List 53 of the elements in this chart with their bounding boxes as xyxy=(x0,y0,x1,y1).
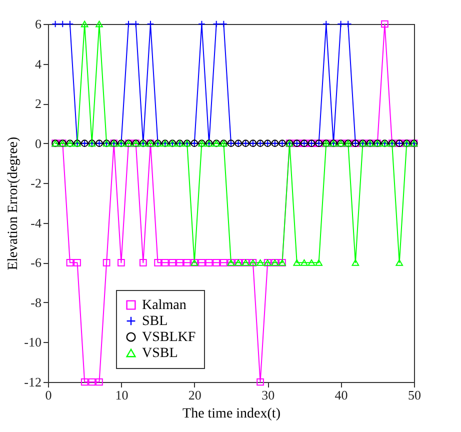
y-tick-label: -2 xyxy=(30,176,42,191)
y-tick-label: -12 xyxy=(24,374,42,390)
point xyxy=(96,378,103,386)
point xyxy=(80,378,88,386)
y-tick-label: -4 xyxy=(30,215,42,230)
point xyxy=(154,259,162,266)
y-tick-label: 4 xyxy=(35,56,42,72)
point xyxy=(322,20,330,28)
point xyxy=(198,20,206,28)
x-tick-label: 50 xyxy=(408,388,421,402)
point xyxy=(220,259,228,266)
point xyxy=(96,20,103,28)
x-axis-title: The time index(t) xyxy=(182,406,281,422)
point xyxy=(88,378,96,386)
point xyxy=(176,259,184,266)
x-tick-label: 30 xyxy=(262,388,275,402)
point xyxy=(198,259,206,266)
point xyxy=(256,378,264,386)
point xyxy=(212,259,220,266)
point xyxy=(183,259,191,266)
point xyxy=(396,259,404,266)
point xyxy=(300,259,308,266)
point xyxy=(315,259,322,266)
y-tick-label: 0 xyxy=(35,136,42,151)
point xyxy=(168,259,176,266)
y-tick-label: -10 xyxy=(24,334,42,350)
point xyxy=(102,259,110,266)
legend-label: VSBLKF xyxy=(142,330,196,345)
x-tick-label: 20 xyxy=(188,388,202,402)
point xyxy=(293,259,301,266)
x-tick-label: 40 xyxy=(334,388,348,402)
x-tick-label: 10 xyxy=(115,388,128,402)
y-axis-title: Elevation Error(degree) xyxy=(6,136,22,270)
point xyxy=(80,20,88,28)
legend-label: SBL xyxy=(142,314,168,329)
point xyxy=(205,259,213,266)
point xyxy=(381,20,388,28)
point xyxy=(256,259,264,266)
y-tick-label: -6 xyxy=(30,255,42,270)
point xyxy=(118,259,125,266)
point xyxy=(308,259,316,266)
y-tick-label: -8 xyxy=(30,294,42,310)
point xyxy=(146,20,154,28)
point xyxy=(74,259,81,266)
y-tick-label: 2 xyxy=(35,96,42,112)
point xyxy=(66,259,74,266)
point xyxy=(140,259,147,266)
point xyxy=(161,259,169,266)
legend-label: Kalman xyxy=(142,298,186,313)
y-tick-label: 6 xyxy=(35,16,42,32)
legend-label: VSBL xyxy=(142,346,178,361)
x-tick-label: 0 xyxy=(45,388,52,402)
point xyxy=(352,259,360,266)
